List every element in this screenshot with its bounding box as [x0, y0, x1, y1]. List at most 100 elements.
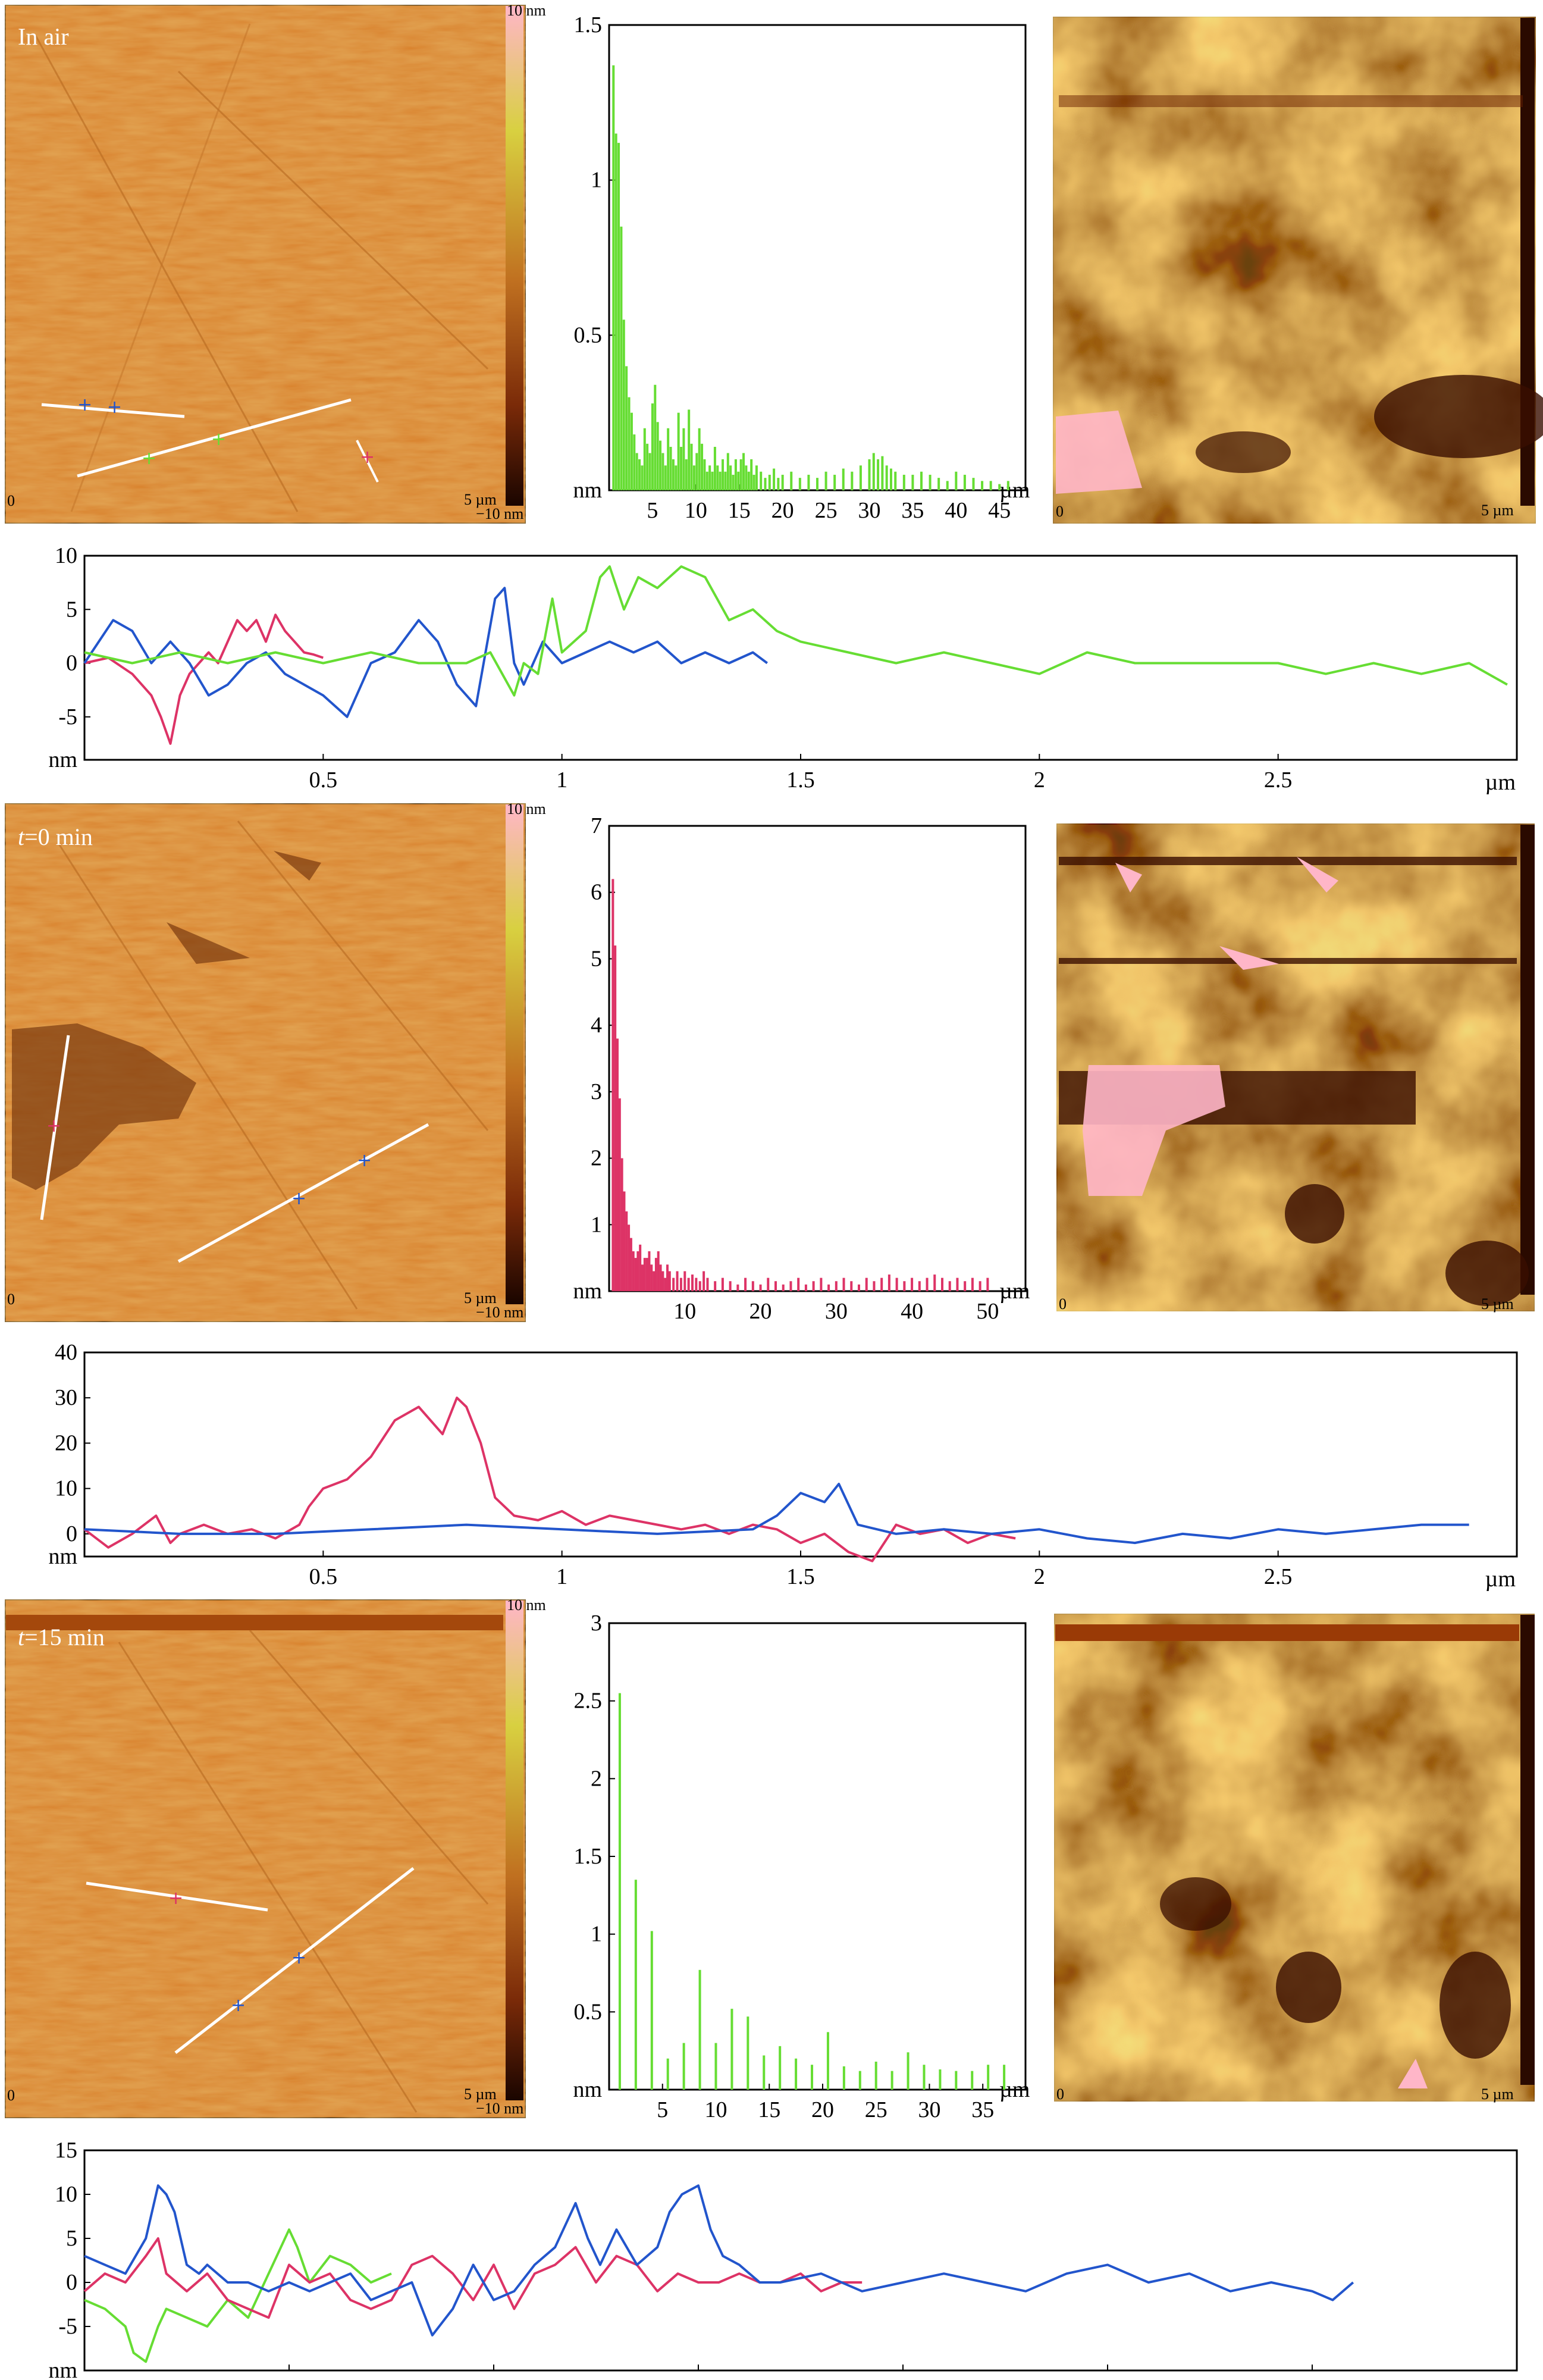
histogram-bar: [705, 471, 708, 490]
svg-text:+: +: [231, 1995, 246, 2016]
histogram-bar: [729, 1281, 732, 1291]
histogram-bar: [656, 422, 659, 490]
y-tick-label: 15: [55, 2138, 77, 2163]
y-tick-label: 5: [591, 946, 602, 971]
y-tick-label: 5: [66, 597, 77, 622]
svg-text:+: +: [107, 397, 122, 418]
x-tick-label: 1.5: [786, 1564, 815, 1589]
profile-t15: -5051015nm0.511.522.53µm: [48, 2138, 1518, 2380]
histogram-bar: [730, 2009, 733, 2090]
histogram-bar: [842, 2066, 845, 2090]
histogram-bar: [774, 1281, 777, 1291]
histogram-bar: [641, 465, 644, 490]
histogram-bar: [657, 1251, 660, 1291]
histogram-bar: [661, 1271, 664, 1291]
histogram-bar: [937, 478, 940, 490]
histogram-bar: [851, 471, 854, 490]
histogram-bar: [926, 1277, 929, 1291]
histogram-bar: [872, 453, 875, 490]
histogram-bar: [998, 484, 1001, 490]
histogram-bar: [929, 474, 932, 490]
histogram-bar: [752, 474, 755, 490]
histogram-bar: [669, 447, 672, 490]
histogram-bar: [903, 1281, 906, 1291]
histogram-bar: [767, 1277, 770, 1291]
origin-label: 0: [7, 2087, 15, 2104]
histogram-bar: [751, 1281, 754, 1291]
histogram-bar: [868, 459, 871, 490]
histogram-bar: [835, 1281, 838, 1291]
y-unit-label: nm: [48, 747, 77, 772]
histogram-bar: [664, 1277, 667, 1291]
svg-text:+: +: [142, 448, 156, 469]
histogram-bar: [650, 1264, 653, 1291]
x-tick-label: 2: [1034, 1564, 1045, 1589]
histogram-bar: [858, 1284, 860, 1291]
y-tick-label: -5: [58, 704, 77, 729]
histogram-bar: [804, 1284, 807, 1291]
length-label: 5 µm: [1481, 502, 1514, 519]
x-tick-label: 30: [858, 498, 881, 523]
profile-t0: 0 10 20 30 40 nm 0.5 1 1.5 2 2.5 µm: [48, 1340, 1518, 1592]
profile-line-1: [84, 1483, 1469, 1545]
histogram-bar: [816, 478, 818, 490]
y-tick-label: 5: [66, 2226, 77, 2251]
histogram-bar: [672, 459, 675, 490]
x-tick-label: 1: [488, 2378, 500, 2380]
histogram-bar: [747, 2016, 749, 2090]
scale-bottom: −10 nm: [476, 1304, 523, 1321]
histogram-bar: [650, 1931, 653, 2090]
y-unit-label: nm: [573, 2077, 602, 2102]
histogram-bar: [661, 453, 664, 490]
height-image-air: 0 5 µm: [1052, 15, 1543, 525]
histogram-bar: [939, 2069, 942, 2090]
histogram-bar: [698, 1969, 701, 2090]
y-tick-label: 1: [591, 168, 602, 193]
histogram-bar: [701, 443, 704, 490]
histogram-bar: [618, 1098, 621, 1291]
x-unit-label: µm: [999, 1279, 1030, 1304]
x-tick-label: 1: [556, 768, 567, 793]
y-tick-label: 4: [591, 1013, 602, 1038]
histogram-bar: [716, 465, 719, 490]
x-unit-label: µm: [1485, 770, 1516, 795]
height-image-t15: 0 5 µm: [1053, 1612, 1536, 2103]
histogram-bar: [611, 879, 614, 1291]
x-tick-label: 35: [901, 498, 924, 523]
x-tick-label: 5: [657, 2097, 668, 2122]
histogram-bar: [698, 428, 701, 490]
histogram-bar: [781, 474, 784, 490]
y-tick-label: 0.5: [574, 1999, 603, 2024]
histogram-bar: [638, 459, 641, 490]
histogram-bar: [795, 2058, 798, 2090]
histogram-bar: [894, 471, 897, 490]
histogram-bar: [614, 133, 617, 490]
histogram-bar: [955, 2071, 958, 2090]
histogram-bar: [797, 1277, 800, 1291]
histogram-bar: [713, 447, 716, 490]
histogram-bar: [923, 2065, 926, 2090]
histogram-bar: [628, 397, 631, 490]
histogram-bar: [714, 1281, 717, 1291]
histogram-bar: [790, 471, 793, 490]
histogram-bar: [877, 459, 880, 490]
svg-text:+: +: [46, 1116, 61, 1136]
histogram-bar: [618, 1693, 621, 2090]
x-tick-label: 50: [976, 1299, 999, 1324]
y-tick-label: 0: [66, 651, 77, 676]
histogram-bar: [666, 2058, 669, 2090]
histogram-bar: [687, 1277, 690, 1291]
y-tick-label: -5: [58, 2314, 77, 2339]
y-tick-label: 0.5: [574, 322, 603, 347]
histogram-bar: [726, 453, 729, 490]
histogram-bar: [918, 1281, 921, 1291]
x-tick-label: 10: [704, 2097, 727, 2122]
histogram-bar: [680, 447, 683, 490]
x-tick-label: 40: [945, 498, 967, 523]
profile-line-2: [84, 2184, 1354, 2337]
histogram-bar: [842, 468, 845, 490]
origin-label: 0: [1056, 503, 1064, 520]
histogram-bar: [654, 384, 657, 490]
histogram-bar: [768, 474, 771, 490]
histogram-bar: [722, 459, 725, 490]
